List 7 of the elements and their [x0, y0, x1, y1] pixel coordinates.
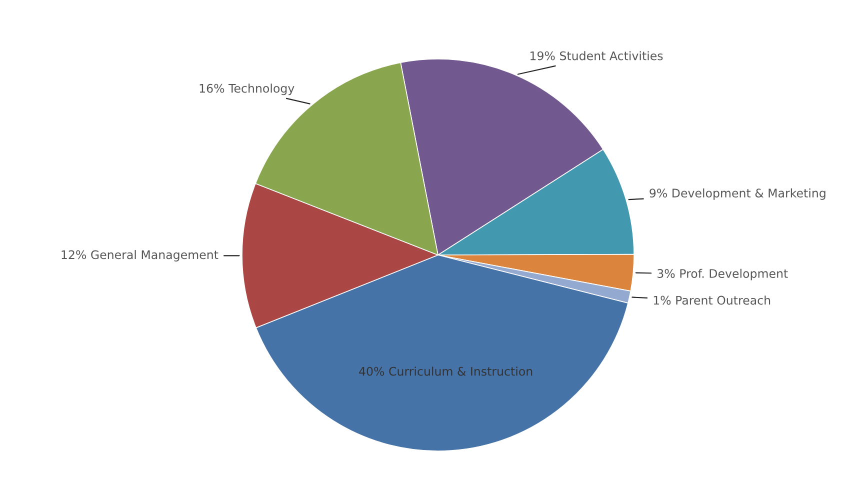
slice-label: 19% Student Activities [530, 51, 663, 60]
slice-label: 3% Prof. Development [658, 268, 788, 280]
slice-label: 12% General Management [62, 250, 218, 262]
slice-label: 40% Curriculum & Instruction [359, 366, 532, 376]
slice-label: 9% Development & Marketing [650, 188, 826, 200]
slice-label: 16% Technology [200, 84, 294, 96]
slice-label: 1% Parent Outreach [654, 296, 770, 305]
